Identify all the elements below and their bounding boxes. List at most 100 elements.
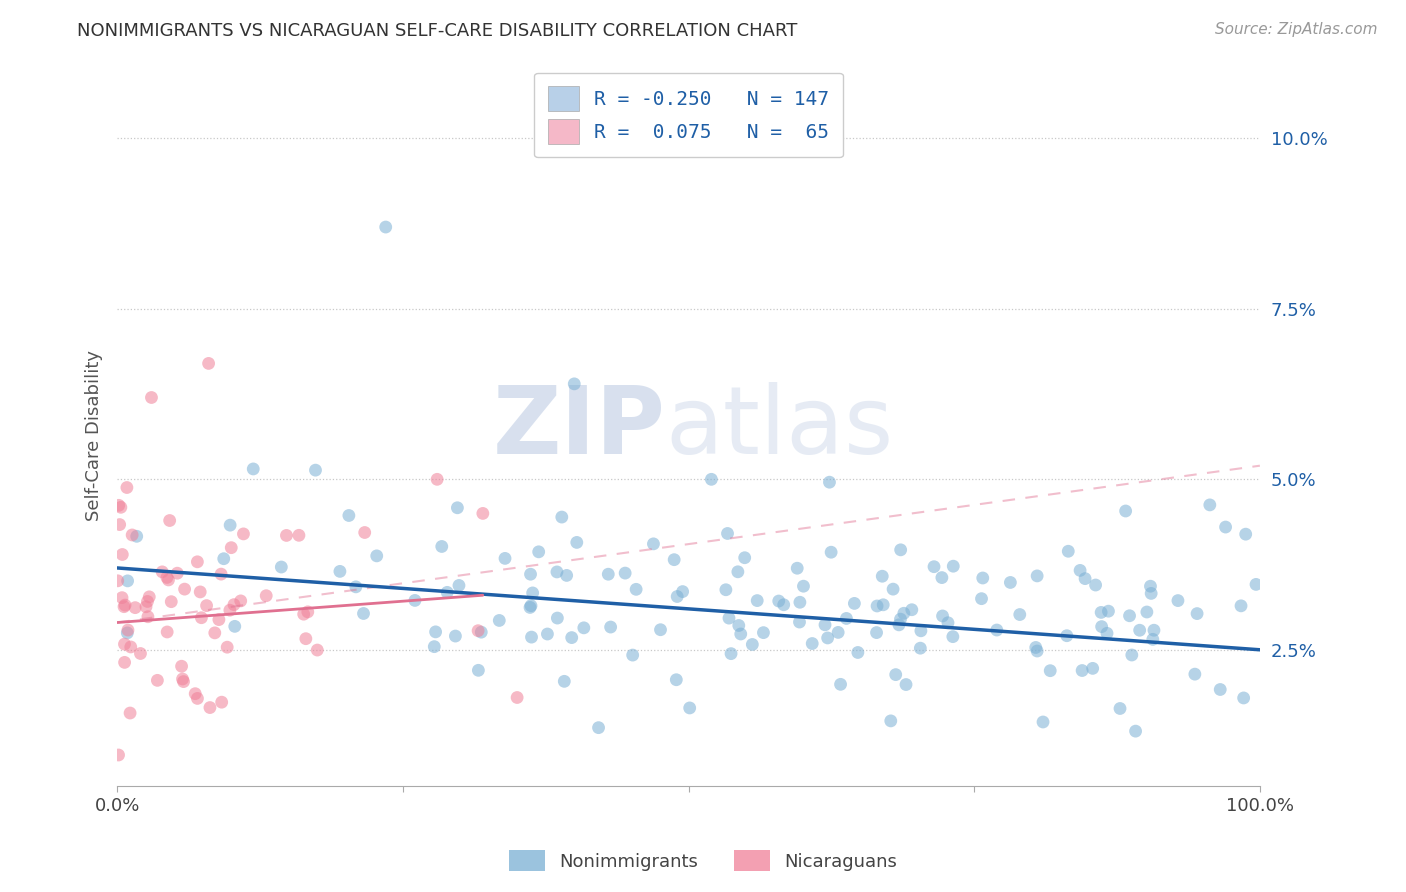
Nonimmigrants [522,586,544,600]
Nonimmigrants [865,625,887,640]
Nonimmigrants [304,463,326,477]
Nonimmigrants [970,591,993,606]
Nonimmigrants [494,551,516,566]
Nicaraguans [229,594,252,608]
Nonimmigrants [1244,577,1267,591]
Nonimmigrants [624,582,647,597]
Nonimmigrants [772,598,794,612]
Nonimmigrants [520,599,543,613]
Nicaraguans [190,611,212,625]
Nonimmigrants [470,625,492,640]
Nonimmigrants [621,648,644,662]
Nonimmigrants [936,615,959,630]
Nicaraguans [208,613,231,627]
Nonimmigrants [820,545,842,559]
Nicaraguans [111,591,134,605]
Nicaraguans [186,555,208,569]
Nicaraguans [173,674,195,689]
Nonimmigrants [986,623,1008,637]
Nonimmigrants [844,596,866,610]
Nonimmigrants [884,667,907,681]
Nicaraguans [121,528,143,542]
Nicaraguans [204,625,226,640]
Nonimmigrants [1000,575,1022,590]
Nonimmigrants [572,621,595,635]
Nonimmigrants [125,529,148,543]
Nicaraguans [295,632,318,646]
Nonimmigrants [1109,701,1132,715]
Nonimmigrants [614,566,637,580]
Nonimmigrants [734,550,756,565]
Nicaraguans [172,672,194,686]
Nicaraguans [129,647,152,661]
Nonimmigrants [444,629,467,643]
Nonimmigrants [599,620,621,634]
Nicaraguans [471,507,494,521]
Nonimmigrants [1039,664,1062,678]
Nonimmigrants [555,568,578,582]
Nonimmigrants [872,598,894,612]
Nicaraguans [114,598,136,612]
Nonimmigrants [814,617,837,632]
Nicaraguans [117,623,139,637]
Nonimmigrants [536,627,558,641]
Nonimmigrants [1230,599,1253,613]
Nicaraguans [211,695,233,709]
Nonimmigrants [588,721,610,735]
Nicaraguans [426,472,449,486]
Nonimmigrants [835,611,858,625]
Nicaraguans [166,566,188,581]
Nonimmigrants [520,630,543,644]
Nonimmigrants [727,565,749,579]
Nonimmigrants [887,618,910,632]
Nonimmigrants [1136,605,1159,619]
Nicaraguans [173,582,195,596]
Nonimmigrants [922,559,945,574]
Nonimmigrants [747,593,769,607]
Nonimmigrants [1026,644,1049,658]
Nonimmigrants [890,542,912,557]
Nonimmigrants [224,619,246,633]
Nicaraguans [288,528,311,542]
Nonimmigrants [446,500,468,515]
Nonimmigrants [846,645,869,659]
Nonimmigrants [1143,624,1166,638]
Nonimmigrants [270,560,292,574]
Nonimmigrants [527,545,550,559]
Nicaraguans [110,500,132,515]
Nonimmigrants [830,677,852,691]
Text: NONIMMIGRANTS VS NICARAGUAN SELF-CARE DISABILITY CORRELATION CHART: NONIMMIGRANTS VS NICARAGUAN SELF-CARE DI… [77,22,797,40]
Nicaraguans [120,706,142,720]
Nonimmigrants [972,571,994,585]
Nonimmigrants [866,599,889,613]
Nicaraguans [188,585,211,599]
Nicaraguans [232,527,254,541]
Nonimmigrants [792,579,814,593]
Nonimmigrants [1209,682,1232,697]
Nonimmigrants [817,631,839,645]
Nonimmigrants [901,603,924,617]
Nicaraguans [159,514,181,528]
Nonimmigrants [827,625,849,640]
Nicaraguans [107,747,129,762]
Nonimmigrants [117,574,139,588]
Nicaraguans [292,607,315,622]
Nonimmigrants [1069,563,1091,577]
Nicaraguans [467,624,489,638]
Nonimmigrants [942,559,965,574]
Nicaraguans [114,656,136,670]
Nonimmigrants [546,565,568,579]
Nicaraguans [135,599,157,614]
Nicaraguans [115,481,138,495]
Nonimmigrants [1084,578,1107,592]
Nonimmigrants [1139,579,1161,593]
Nicaraguans [150,565,173,579]
Nonimmigrants [561,631,583,645]
Nicaraguans [136,609,159,624]
Nonimmigrants [931,609,953,624]
Nonimmigrants [880,714,903,728]
Nonimmigrants [212,551,235,566]
Nicaraguans [219,603,242,617]
Nonimmigrants [1234,527,1257,541]
Nonimmigrants [1081,661,1104,675]
